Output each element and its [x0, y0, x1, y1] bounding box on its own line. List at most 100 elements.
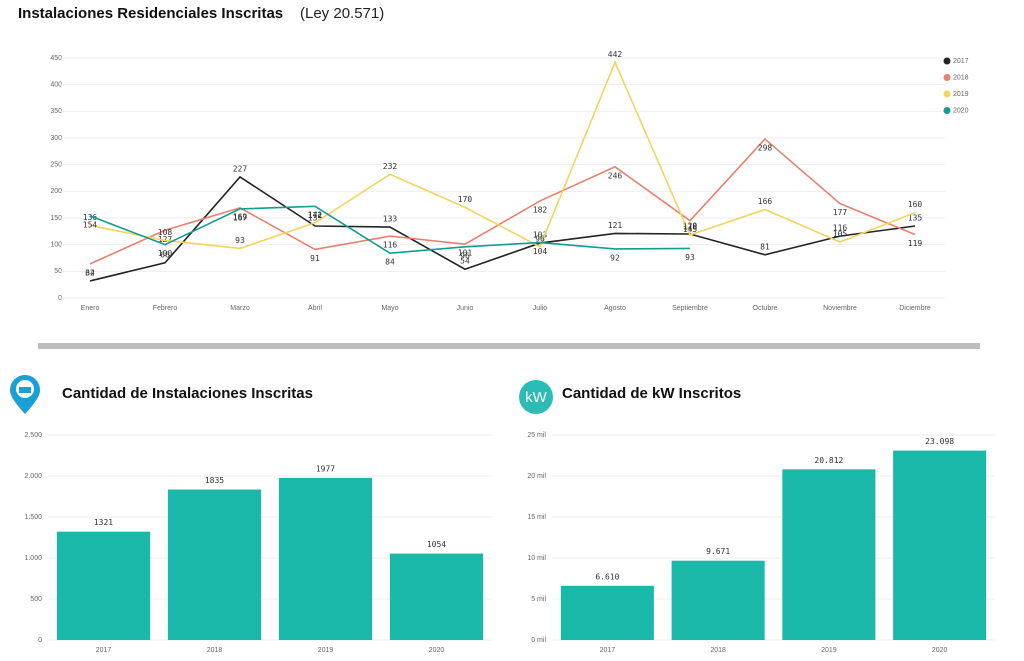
y-tick-label: 450 — [50, 55, 62, 62]
data-label: 167 — [233, 213, 248, 222]
x-tick-label: Julio — [533, 305, 548, 312]
data-label: 64 — [85, 268, 95, 277]
y-tick-label: 20 mil — [527, 473, 546, 480]
y-tick-label: 15 mil — [527, 514, 546, 521]
data-label: 6.610 — [595, 572, 619, 581]
legend-label: 2020 — [953, 107, 969, 114]
bar — [389, 553, 484, 640]
data-label: 92 — [610, 253, 620, 262]
x-tick-label: 2020 — [932, 647, 948, 654]
data-label: 32 — [85, 268, 95, 277]
y-tick-label: 300 — [50, 135, 62, 142]
data-label: 145 — [683, 225, 698, 234]
bar — [782, 469, 876, 640]
data-label: 160 — [908, 200, 923, 209]
data-label: 54 — [460, 257, 470, 266]
chart-title: Cantidad de Instalaciones Inscritas — [62, 385, 313, 402]
data-label: 169 — [233, 212, 248, 221]
y-tick-label: 1.000 — [24, 555, 42, 562]
data-label: 116 — [833, 224, 848, 233]
data-label: 227 — [233, 164, 248, 173]
bar — [893, 450, 987, 640]
line-series — [89, 205, 691, 255]
data-label: 84 — [385, 258, 395, 267]
line-series — [89, 137, 916, 265]
data-label: 119 — [908, 239, 923, 248]
y-tick-label: 100 — [50, 242, 62, 249]
x-tick-label: Marzo — [230, 305, 250, 312]
chart-title: Cantidad de kW Inscritos — [562, 385, 741, 402]
y-tick-label: 2.500 — [24, 432, 42, 439]
data-label: 182 — [533, 205, 548, 214]
x-tick-label: 2019 — [821, 647, 837, 654]
data-label: 1835 — [205, 476, 224, 485]
x-tick-label: 2017 — [96, 647, 112, 654]
data-label: 116 — [383, 241, 398, 250]
data-label: 170 — [458, 195, 473, 204]
data-label: 135 — [308, 214, 323, 223]
data-label: 1977 — [316, 464, 335, 473]
x-tick-label: 2019 — [318, 647, 334, 654]
data-label: 136 — [83, 213, 98, 222]
data-label: 127 — [158, 235, 173, 244]
data-label: 100 — [158, 249, 173, 258]
legend-label: 2018 — [953, 74, 969, 81]
x-tick-label: 2018 — [207, 647, 223, 654]
pin-icon — [10, 375, 40, 414]
data-label: 120 — [683, 222, 698, 231]
y-tick-label: 0 mil — [531, 637, 546, 644]
data-label: 118 — [683, 223, 698, 232]
x-tick-label: 2020 — [429, 647, 445, 654]
data-label: 121 — [608, 221, 623, 230]
y-tick-label: 200 — [50, 188, 62, 195]
x-tick-label: Enero — [81, 305, 100, 312]
y-tick-label: 500 — [30, 596, 42, 603]
bar — [560, 585, 654, 640]
y-tick-label: 5 mil — [531, 596, 546, 603]
x-tick-label: 2017 — [600, 647, 616, 654]
chart-subtitle: (Ley 20.571) — [300, 5, 384, 22]
data-label: 154 — [83, 220, 98, 229]
y-tick-label: 10 mil — [527, 555, 546, 562]
line-series — [89, 175, 916, 282]
data-label: 101 — [458, 249, 473, 258]
data-label: 133 — [383, 215, 398, 224]
data-label: 20.812 — [814, 456, 843, 465]
data-label: 232 — [383, 162, 398, 171]
data-label: 298 — [758, 144, 773, 153]
line-series — [89, 60, 916, 250]
data-label: 81 — [760, 242, 770, 251]
kw-icon — [519, 380, 553, 414]
data-label: 91 — [310, 254, 320, 263]
x-tick-label: Febrero — [153, 305, 178, 312]
data-label: 104 — [533, 247, 548, 256]
x-tick-label: Octubre — [753, 305, 778, 312]
legend-label: 2019 — [953, 91, 969, 98]
data-label: 93 — [685, 253, 695, 262]
y-tick-label: 250 — [50, 162, 62, 169]
data-label: 177 — [833, 208, 848, 217]
data-label: 135 — [908, 214, 923, 223]
data-label: 105 — [833, 230, 848, 239]
data-label: 66 — [160, 250, 170, 259]
bar — [56, 531, 151, 640]
x-tick-label: Agosto — [604, 305, 626, 312]
data-label: 108 — [158, 228, 173, 237]
data-label: 141 — [308, 210, 323, 219]
x-tick-label: Diciembre — [899, 305, 931, 312]
x-tick-label: Noviembre — [823, 305, 857, 312]
kw-icon-text: kW — [525, 389, 548, 406]
legend-label: 2017 — [953, 58, 969, 65]
data-label: 1321 — [94, 518, 113, 527]
y-tick-label: 2.000 — [24, 473, 42, 480]
chart-title: Instalaciones Residenciales Inscritas — [18, 5, 283, 22]
y-tick-label: 0 — [38, 637, 42, 644]
y-tick-label: 150 — [50, 215, 62, 222]
data-label: 23.098 — [925, 437, 954, 446]
x-tick-label: 2018 — [710, 647, 726, 654]
y-tick-label: 400 — [50, 82, 62, 89]
data-label: 93 — [235, 236, 245, 245]
data-label: 103 — [533, 231, 548, 240]
y-tick-label: 1.500 — [24, 514, 42, 521]
